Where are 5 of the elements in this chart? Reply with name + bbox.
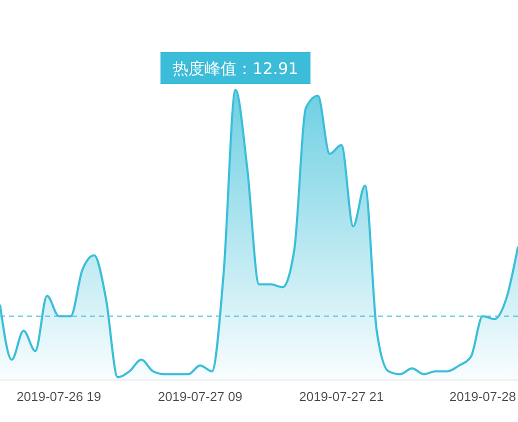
text: 热度峰值：12.91 xyxy=(172,59,298,78)
x-tick-label: 2019-07-28 xyxy=(449,389,516,404)
x-tick-label: 2019-07-27 09 xyxy=(158,389,242,404)
x-tick-label: 2019-07-26 19 xyxy=(16,389,102,404)
x-tick-label: 2019-07-27 21 xyxy=(299,389,384,404)
